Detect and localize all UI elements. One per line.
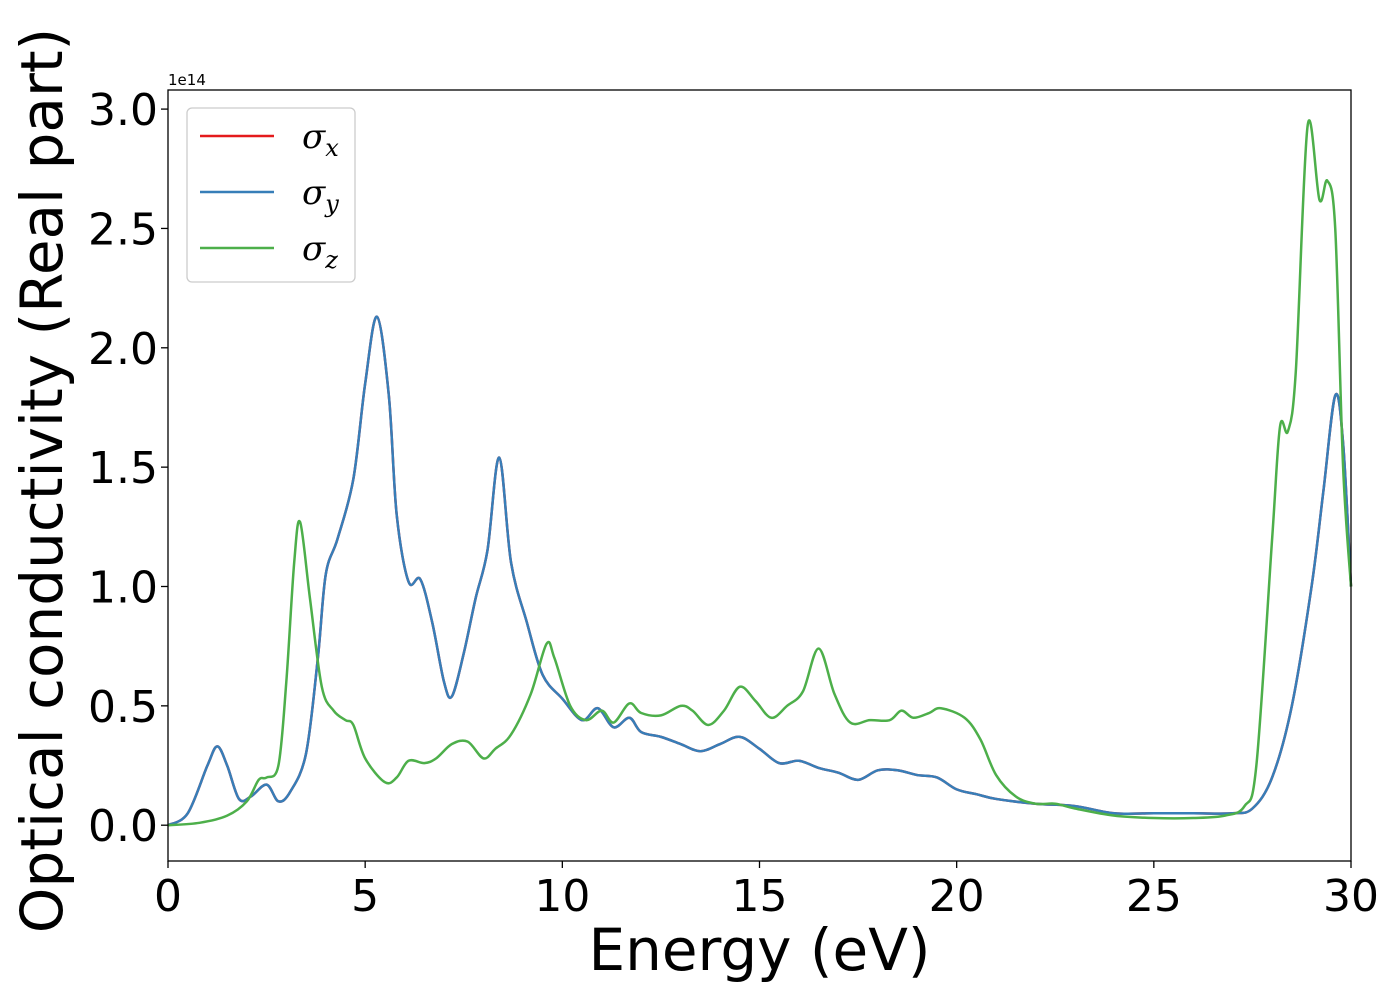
x-axis-label: Energy (eV) bbox=[588, 916, 930, 984]
x-tick-label: 0 bbox=[154, 871, 182, 922]
legend-label-x: σx bbox=[302, 117, 339, 162]
x-tick-label: 25 bbox=[1126, 871, 1182, 922]
legend-subscript: z bbox=[324, 246, 338, 274]
y-tick-label: 1.5 bbox=[88, 443, 158, 494]
y-tick-label: 2.0 bbox=[88, 324, 158, 375]
y-axis: 0.0 0.5 1.0 1.5 2.0 2.5 3.0 bbox=[88, 85, 168, 852]
legend-symbol: σ bbox=[302, 117, 326, 157]
x-tick-label: 5 bbox=[351, 871, 379, 922]
legend-label-z: σz bbox=[302, 229, 338, 274]
legend-subscript: y bbox=[324, 190, 339, 218]
legend-box bbox=[186, 107, 356, 283]
y-axis-label: Optical conductivity (Real part) bbox=[8, 28, 76, 933]
x-axis: 0 5 10 15 20 25 30 bbox=[154, 861, 1379, 922]
legend-label-y: σy bbox=[302, 173, 339, 218]
x-tick-label: 10 bbox=[534, 871, 590, 922]
x-tick-label: 30 bbox=[1323, 871, 1379, 922]
series-layer bbox=[167, 119, 1353, 827]
legend-symbol: σ bbox=[302, 229, 326, 269]
y-tick-label: 0.0 bbox=[88, 801, 158, 852]
y-tick-label: 3.0 bbox=[88, 85, 158, 136]
series-line-z bbox=[167, 119, 1353, 827]
x-tick-label: 20 bbox=[929, 871, 985, 922]
x-tick-label: 15 bbox=[732, 871, 788, 922]
legend-subscript: x bbox=[325, 134, 339, 162]
series-line-y bbox=[167, 315, 1353, 827]
y-tick-label: 1.0 bbox=[88, 562, 158, 613]
y-tick-label: 0.5 bbox=[88, 682, 158, 733]
y-axis-offset-label: 1e14 bbox=[168, 71, 206, 89]
y-tick-label: 2.5 bbox=[88, 204, 158, 255]
legend-symbol: σ bbox=[302, 173, 326, 213]
